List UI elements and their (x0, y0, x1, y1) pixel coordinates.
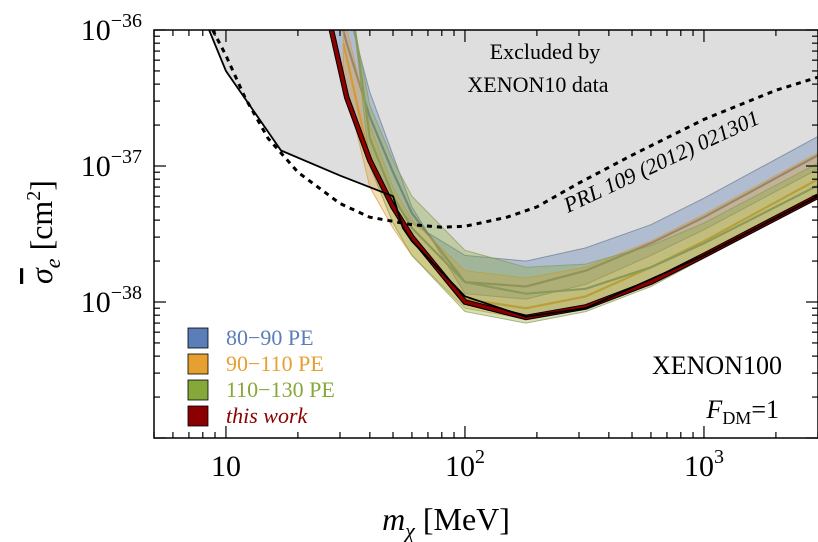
excluded-region (209, 30, 818, 317)
legend-label: 80−90 PE (226, 325, 314, 350)
y-axis-label: σe [cm2] (23, 180, 65, 284)
x-axis-label: mχ [MeV] (382, 501, 510, 542)
legend-swatch (187, 327, 209, 349)
form-factor-label: FDM=1 (705, 395, 779, 428)
band-110-130-pe (354, 30, 818, 324)
axis-ticks: 10 102 103 10−36 10−37 10−38 (81, 10, 818, 483)
legend-label: 110−130 PE (226, 377, 335, 402)
band-central-line-110-130-pe (353, 30, 818, 295)
line-prl-109-2012-021301 (211, 30, 818, 229)
y-tick-label: 10−37 (81, 146, 142, 183)
legend-label: 90−110 PE (226, 351, 324, 376)
band-90-110-pe (342, 30, 818, 320)
line-this-work (329, 30, 818, 320)
legend-swatch (187, 353, 209, 375)
x-tick-label: 10 (211, 450, 241, 483)
line-xenon10-data (208, 30, 818, 318)
x-tick-label: 102 (445, 446, 485, 483)
legend-swatch (187, 379, 209, 401)
y-tick-label: 10−36 (81, 10, 142, 47)
plot-area (208, 30, 818, 324)
legend-swatch (187, 405, 209, 427)
x-tick-label: 103 (684, 446, 724, 483)
experiment-label: XENON100 (652, 351, 782, 380)
plot-frame (153, 29, 818, 439)
excluded-label-line2: XENON10 data (467, 72, 608, 97)
legend-label: this work (226, 403, 309, 428)
y-tick-label: 10−38 (81, 282, 142, 319)
excluded-label-line1: Excluded by (490, 39, 601, 64)
